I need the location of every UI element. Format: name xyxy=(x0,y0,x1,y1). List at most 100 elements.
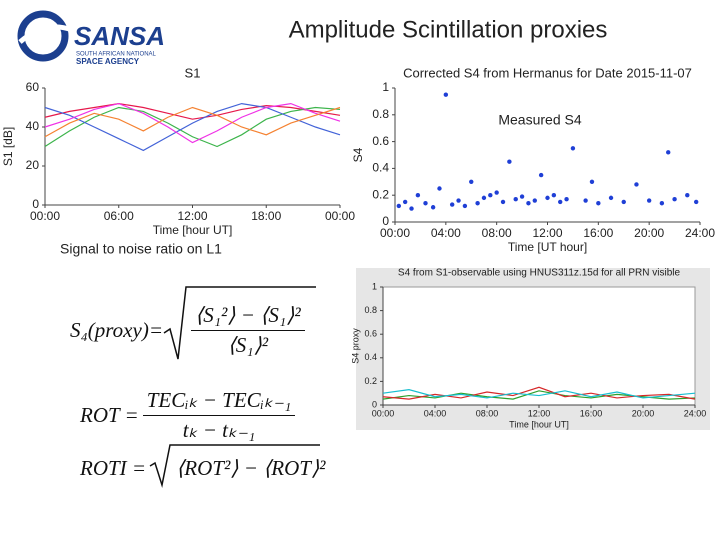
x-tick-label: 18:00 xyxy=(251,209,281,223)
x-tick-label: 20:00 xyxy=(632,408,655,418)
x-tick-label: 12:00 xyxy=(532,226,562,240)
formula-lhs: S₄(proxy)= xyxy=(70,317,163,342)
point xyxy=(437,186,442,191)
logo: SANSA SOUTH AFRICAN NATIONAL SPACE AGENC… xyxy=(17,10,165,66)
x-tick-label: 08:00 xyxy=(482,226,512,240)
point xyxy=(693,199,699,205)
point xyxy=(494,190,499,195)
point xyxy=(659,201,665,206)
y-axis-label: S1 [dB] xyxy=(1,127,15,166)
y-tick-label: 0 xyxy=(32,197,39,211)
formula-lhs: ROTI = xyxy=(80,455,147,480)
series-line xyxy=(382,389,696,399)
point xyxy=(462,203,468,209)
series-line xyxy=(382,390,696,400)
point xyxy=(545,195,550,201)
point xyxy=(583,198,588,203)
y-tick-label: 0 xyxy=(372,399,377,409)
radicand: ⟨ROT²⟩ − ⟨ROT⟩² xyxy=(176,455,326,480)
caption: Signal to noise ratio on L1 xyxy=(60,241,222,257)
point xyxy=(443,92,449,97)
x-tick-label: 16:00 xyxy=(583,226,613,240)
logo-swoosh xyxy=(18,24,73,44)
point xyxy=(558,199,563,205)
logo-line: SPACE AGENCY xyxy=(76,57,140,66)
chart-title: S1 xyxy=(185,65,201,80)
x-tick-label: 12:00 xyxy=(528,408,551,418)
x-tick-label: 00:00 xyxy=(380,226,410,240)
point xyxy=(475,201,480,206)
y-tick-label: 0 xyxy=(382,214,389,228)
slide-title: Amplitude Scintillation proxies xyxy=(289,16,608,43)
plot-area xyxy=(382,286,696,406)
x-tick-label: 12:00 xyxy=(177,209,207,223)
x-tick-label: 00:00 xyxy=(372,408,395,418)
point xyxy=(519,194,525,199)
point xyxy=(396,203,402,209)
point xyxy=(608,195,614,201)
point xyxy=(423,201,428,206)
y-tick-label: 1 xyxy=(382,80,389,94)
fraction: ⟨S₁²⟩ − ⟨S₁⟩² ⟨S₁⟩² xyxy=(191,303,305,358)
chart-title: Corrected S4 from Hermanus for Date 2015… xyxy=(403,65,692,80)
y-tick-label: 0.4 xyxy=(364,352,377,362)
numerator: TECᵢₖ − TECᵢₖ₋₁ xyxy=(142,388,296,416)
numerator: ⟨S₁²⟩ − ⟨S₁⟩² xyxy=(191,303,305,331)
y-tick-label: 0.2 xyxy=(364,376,377,386)
point xyxy=(430,205,436,210)
fraction: TECᵢₖ − TECᵢₖ₋₁ tₖ − tₖ₋₁ xyxy=(142,388,296,443)
point xyxy=(666,150,671,155)
y-tick-label: 0.6 xyxy=(372,134,389,148)
point xyxy=(415,193,421,198)
y-tick-label: 0.6 xyxy=(364,329,377,339)
x-tick-label: 00:00 xyxy=(325,209,355,223)
point xyxy=(589,179,595,184)
point xyxy=(481,195,487,201)
radical xyxy=(149,444,320,488)
y-tick-label: 60 xyxy=(26,80,40,94)
formula: S₄(proxy)= ⟨S₁²⟩ − ⟨S₁⟩² ⟨S₁⟩² xyxy=(70,290,309,370)
point xyxy=(409,206,414,211)
x-axis-label: Time [UT hour] xyxy=(508,240,587,254)
point xyxy=(685,193,690,198)
point xyxy=(507,159,512,164)
y-tick-label: 0.4 xyxy=(372,161,389,175)
point xyxy=(551,193,557,198)
series-line xyxy=(44,102,341,120)
x-axis-label: Time [hour UT] xyxy=(153,223,233,237)
radical xyxy=(163,286,316,360)
series-line xyxy=(44,106,341,138)
formula: ROTI = ⟨ROT²⟩ − ⟨ROT⟩² xyxy=(80,448,325,488)
point xyxy=(570,146,576,151)
y-tick-label: 40 xyxy=(26,119,40,133)
x-tick-label: 24:00 xyxy=(685,226,715,240)
point xyxy=(402,199,408,205)
point xyxy=(526,201,531,206)
formula-lhs: ROT = xyxy=(80,402,139,427)
point xyxy=(564,197,569,202)
x-tick-label: 24:00 xyxy=(684,408,707,418)
point xyxy=(596,201,601,206)
x-tick-label: 20:00 xyxy=(634,226,664,240)
point xyxy=(672,197,677,202)
y-axis-label: S4 xyxy=(351,147,365,162)
point xyxy=(646,198,652,203)
point xyxy=(449,202,455,207)
point xyxy=(488,193,493,198)
x-tick-label: 06:00 xyxy=(104,209,134,223)
series-line xyxy=(44,102,341,152)
denominator: ⟨S₁⟩² xyxy=(227,332,269,357)
x-tick-label: 00:00 xyxy=(30,209,60,223)
series-line xyxy=(44,106,341,148)
logo-line: SOUTH AFRICAN NATIONAL xyxy=(76,52,157,58)
x-tick-label: 08:00 xyxy=(476,408,499,418)
chart-title: S4 from S1-observable using HNUS311z.15d… xyxy=(398,268,681,279)
point xyxy=(538,172,544,178)
point xyxy=(621,199,626,205)
y-tick-label: 0.8 xyxy=(372,107,389,121)
denominator: tₖ − tₖ₋₁ xyxy=(182,417,256,442)
x-tick-label: 04:00 xyxy=(424,408,447,418)
y-tick-label: 0.2 xyxy=(372,187,389,201)
